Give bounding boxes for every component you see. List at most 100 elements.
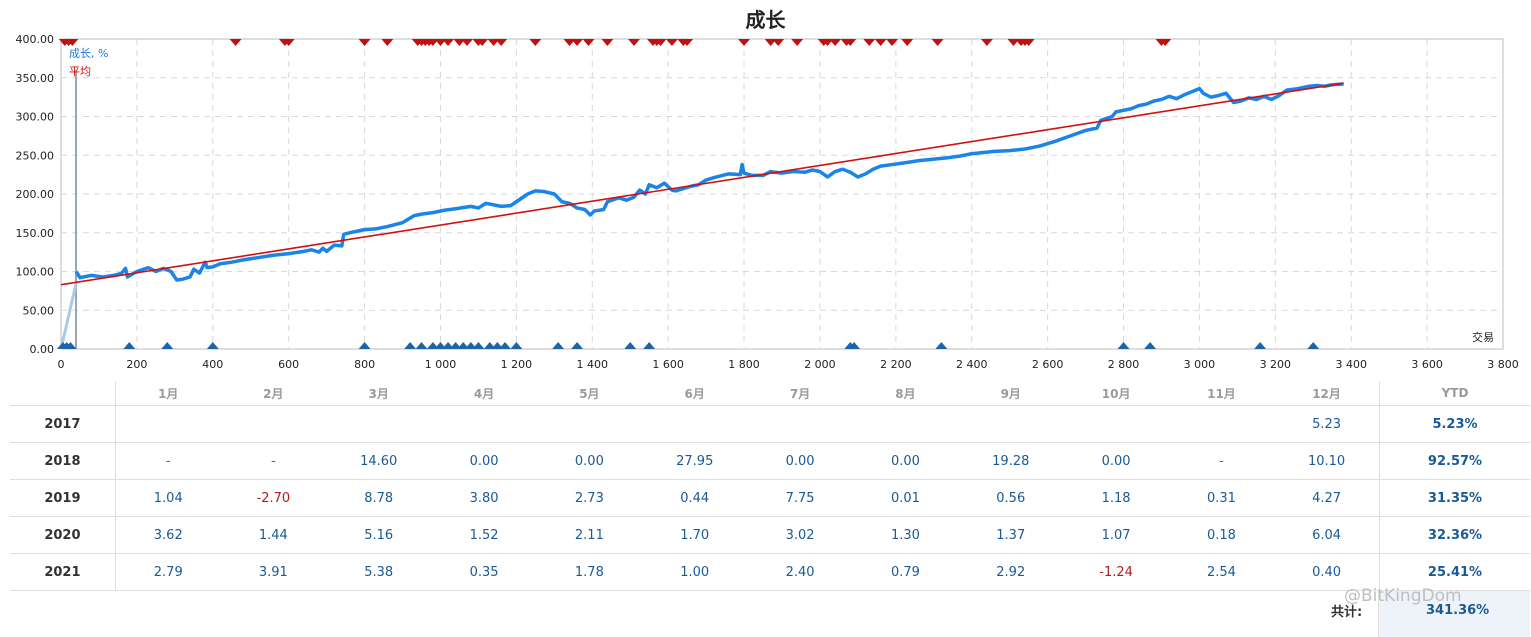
top-marker [461, 39, 474, 46]
month-value-cell: 14.60 [326, 442, 432, 480]
month-value-cell: 3.91 [220, 553, 327, 591]
x-tick-label: 2 600 [1032, 358, 1064, 371]
month-value-cell: 1.30 [852, 516, 959, 554]
top-marker [1007, 39, 1020, 46]
month-value-cell: - [220, 442, 327, 480]
x-tick-label: 400 [202, 358, 223, 371]
top-marker [654, 39, 667, 46]
top-marker [1022, 39, 1035, 46]
top-marker [453, 39, 466, 46]
month-value-cell [326, 405, 432, 443]
month-value-cell: 0.00 [536, 442, 643, 480]
x-tick-label: 3 200 [1260, 358, 1292, 371]
x-tick-label: 1 400 [577, 358, 609, 371]
table-row: 2021 2.79 3.91 5.38 0.35 1.78 1.00 2.40 0.79 2.92… [10, 553, 1530, 591]
year-cell: 2020 [10, 516, 116, 554]
month-value-cell: 3.02 [747, 516, 853, 554]
top-marker [282, 39, 295, 46]
y-tick-label: 400.00 [16, 33, 55, 46]
top-marker [571, 39, 584, 46]
month-value-cell: 5.16 [326, 516, 432, 554]
top-marker [434, 39, 447, 46]
growth-line [74, 82, 1344, 282]
bottom-marker [472, 342, 485, 349]
month-value-cell: -1.24 [1063, 553, 1169, 591]
ytd-value-cell: 92.57% [1379, 442, 1530, 480]
table-row: 2019 1.04 -2.70 8.78 3.80 2.73 0.44 7.75 0.01 0.5… [10, 479, 1530, 517]
top-marker [821, 39, 834, 46]
month-value-cell: 2.73 [536, 479, 643, 517]
top-marker [901, 39, 914, 46]
top-marker [874, 39, 887, 46]
top-marker [772, 39, 785, 46]
month-value-cell: 0.00 [431, 442, 537, 480]
top-marker [229, 39, 242, 46]
bottom-marker [571, 342, 584, 349]
month-header-cell: 10月 [1063, 381, 1169, 406]
bottom-marker [1307, 342, 1320, 349]
legend-growth: 成长, % [69, 47, 108, 60]
year-cell: 2021 [10, 553, 116, 591]
ytd-value-cell: 5.23% [1379, 405, 1530, 443]
chart-title: 成长 [745, 8, 786, 32]
month-value-cell: 10.10 [1274, 442, 1380, 480]
bottom-marker [434, 342, 447, 349]
month-value-cell: 1.07 [1063, 516, 1169, 554]
month-value-cell [220, 405, 327, 443]
bottom-marker [358, 342, 371, 349]
bottom-marker [161, 342, 174, 349]
x-tick-label: 3 400 [1335, 358, 1367, 371]
month-value-cell: 0.35 [431, 553, 537, 591]
month-value-cell: 0.44 [642, 479, 748, 517]
series-lines [59, 82, 1344, 350]
top-marker [681, 39, 694, 46]
month-value-cell [431, 405, 537, 443]
x-tick-label: 3 000 [1184, 358, 1216, 371]
month-header-row: 1月 2月 3月 4月 5月 6月 7月 8月 9月 10月 11月 12月 YTD [10, 381, 1530, 406]
month-value-cell: 3.80 [431, 479, 537, 517]
year-cell: 2019 [10, 479, 116, 517]
month-header-cell: 7月 [747, 381, 853, 406]
month-header-cell: 1月 [115, 381, 221, 406]
x-tick-label: 2 000 [804, 358, 836, 371]
top-marker [886, 39, 899, 46]
table-body: 2017 5.23 5.23% 2018- -14.60 0.00 0.00 27.95 0.0… [10, 405, 1530, 591]
bottom-marker [404, 342, 417, 349]
growth-chart: 0.00 50.00 100.00 150.00 200.00 250.00 300.00 3… [16, 33, 1519, 371]
month-value-cell: 19.28 [958, 442, 1064, 480]
month-value-cell [852, 405, 959, 443]
top-marker [601, 39, 614, 46]
month-header-cell: 9月 [958, 381, 1064, 406]
bottom-marker [1254, 342, 1267, 349]
y-tick-label: 50.00 [23, 304, 55, 317]
x-tick-label: 200 [126, 358, 147, 371]
month-value-cell: - [1168, 442, 1275, 480]
bottom-marker [848, 342, 861, 349]
month-value-cell [1168, 405, 1275, 443]
month-header-cell: 5月 [536, 381, 643, 406]
month-value-cell [536, 405, 643, 443]
x-tick-label: 600 [278, 358, 299, 371]
month-value-cell: 0.79 [852, 553, 959, 591]
top-marker [582, 39, 595, 46]
bottom-marker [1144, 342, 1157, 349]
bottom-marker [935, 342, 948, 349]
top-marker [476, 39, 489, 46]
x-axis-label: 交易 [1472, 330, 1494, 344]
month-value-cell: 0.18 [1168, 516, 1275, 554]
month-value-cell: 7.75 [747, 479, 853, 517]
bottom-marker [498, 342, 511, 349]
top-marker [628, 39, 641, 46]
bottom-marker [510, 342, 523, 349]
y-tick-label: 0.00 [30, 343, 55, 356]
top-marker [442, 39, 455, 46]
month-value-cell: 1.18 [1063, 479, 1169, 517]
x-tick-label: 2 400 [956, 358, 988, 371]
total-box [1378, 591, 1530, 637]
x-tick-label: 1 600 [652, 358, 684, 371]
month-value-cell: 5.38 [326, 553, 432, 591]
total-value: 341.36% [1426, 603, 1490, 618]
month-value-cell: 0.00 [747, 442, 853, 480]
ytd-header-cell: YTD [1379, 381, 1530, 406]
top-marker [844, 39, 857, 46]
